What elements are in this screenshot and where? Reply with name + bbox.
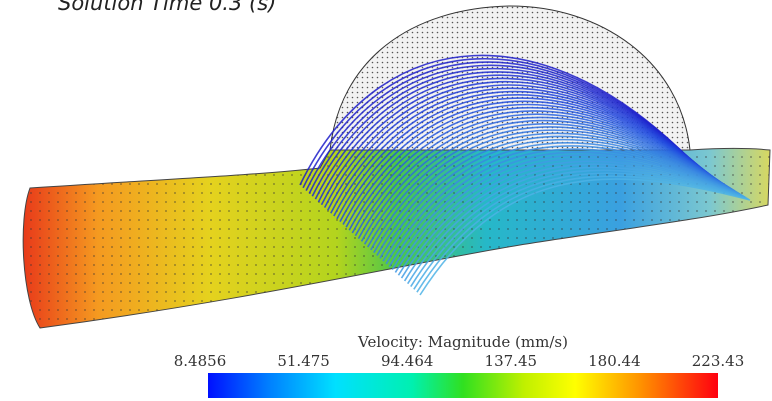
colorbar-tick: 8.4856: [174, 352, 227, 370]
streamline: [397, 157, 742, 276]
streamline: [370, 129, 730, 251]
colorbar-tick: 51.475: [277, 352, 330, 370]
streamline: [351, 110, 723, 234]
streamline: [333, 90, 715, 217]
streamline: [339, 97, 718, 223]
streamline: [385, 145, 737, 265]
geometry: [22, 5, 771, 329]
streamline: [376, 135, 733, 256]
colorbar-label: Velocity: Magnitude (mm/s): [357, 333, 568, 351]
streamline: [348, 106, 721, 231]
streamline: [416, 175, 749, 293]
streamline: [410, 169, 747, 287]
streamline: [354, 113, 724, 237]
streamline: [345, 103, 720, 228]
streamline: [360, 119, 727, 242]
streamline: [379, 138, 734, 259]
streamline: [403, 163, 744, 282]
streamline: [400, 160, 743, 279]
streamline: [413, 172, 748, 290]
streamline: [336, 94, 716, 220]
colorbar: [208, 373, 718, 398]
streamline: [373, 132, 732, 254]
streamline: [391, 151, 739, 271]
streamline: [388, 148, 738, 268]
streamline: [357, 116, 725, 239]
streamline: [342, 100, 719, 225]
colorbar-tick: 223.43: [692, 352, 745, 370]
streamline: [407, 166, 746, 285]
streamline: [419, 178, 751, 296]
colorbar-tick: 94.464: [381, 352, 434, 370]
title: Solution Time 0.3 (s): [58, 0, 276, 15]
streamline: [363, 123, 728, 245]
streamline: [394, 154, 741, 273]
colorbar-tick: 137.45: [485, 352, 538, 370]
streamline: [366, 126, 729, 248]
colorbar-tick: 180.44: [588, 352, 641, 370]
streamline: [382, 141, 735, 262]
